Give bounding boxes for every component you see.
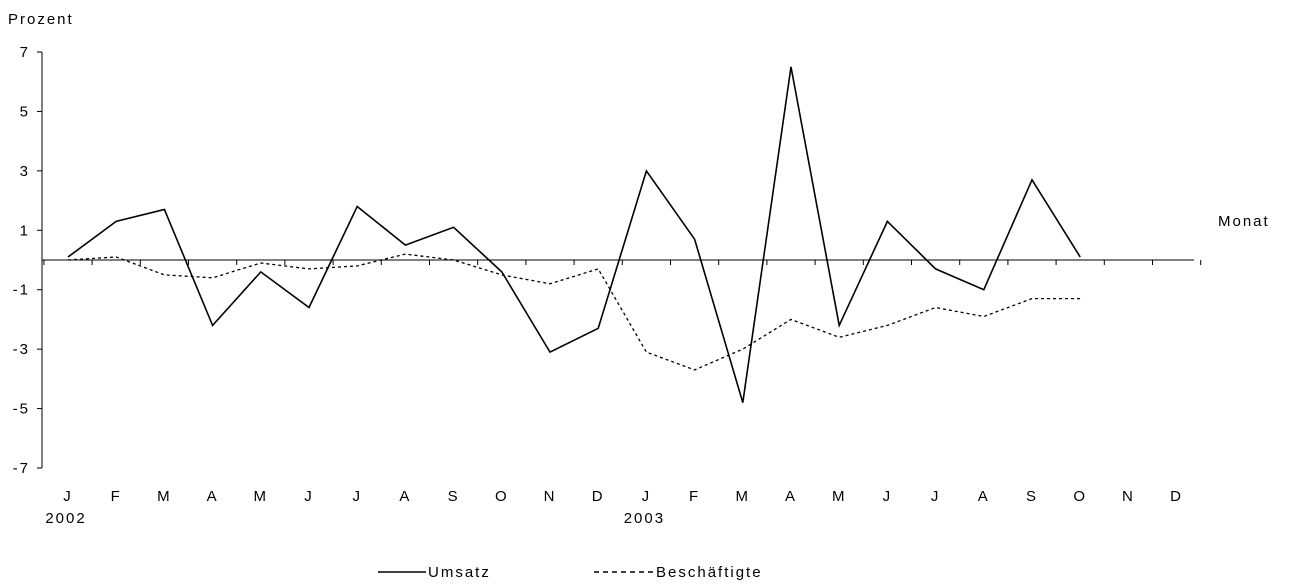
y-tick-label: -5: [13, 401, 30, 418]
x-year-label: 2002: [45, 510, 86, 527]
y-tick-label: 3: [20, 163, 30, 180]
legend-label: Umsatz: [428, 564, 491, 581]
x-axis-ticks: J F M A M J J A S O N D J F M A M J J A S O N D 2002 2003: [43, 260, 1202, 527]
legend: Umsatz Beschäftigte: [378, 564, 763, 581]
x-tick-label: J: [304, 488, 314, 505]
x-tick-label: S: [448, 488, 460, 505]
x-tick-label: S: [1026, 488, 1038, 505]
x-tick-label: J: [642, 488, 652, 505]
y-tick-label: -1: [13, 282, 30, 299]
x-year-label: 2003: [624, 510, 665, 527]
x-tick-label: J: [63, 488, 73, 505]
x-tick-label: O: [1073, 488, 1087, 505]
x-tick-label: M: [157, 488, 172, 505]
y-tick-label: 5: [20, 103, 30, 120]
x-tick-label: J: [883, 488, 893, 505]
x-tick-label: M: [254, 488, 269, 505]
x-tick-label: A: [785, 488, 797, 505]
x-axis-title: Monat: [1218, 213, 1270, 230]
x-tick-label: N: [1122, 488, 1135, 505]
x-tick-label: O: [495, 488, 509, 505]
y-tick-label: 7: [20, 44, 30, 61]
y-axis-ticks: 7 5 3 1 -1 -3 -5 -7: [13, 44, 42, 477]
x-tick-label: D: [592, 488, 605, 505]
series-line-umsatz: [67, 66, 1081, 403]
series-lines: [67, 66, 1081, 403]
axes: [41, 52, 1194, 468]
x-tick-label: F: [689, 488, 700, 505]
x-tick-label: J: [352, 488, 362, 505]
y-tick-label: -7: [13, 460, 30, 477]
y-axis-title: Prozent: [8, 11, 74, 28]
x-tick-label: A: [978, 488, 990, 505]
x-tick-label: M: [736, 488, 751, 505]
x-tick-label: N: [544, 488, 557, 505]
y-tick-label: -3: [13, 341, 30, 358]
x-tick-label: F: [111, 488, 122, 505]
x-tick-label: J: [931, 488, 941, 505]
x-tick-label: A: [207, 488, 219, 505]
legend-label: Beschäftigte: [656, 564, 763, 581]
x-tick-label: A: [399, 488, 411, 505]
x-tick-label: M: [832, 488, 847, 505]
y-tick-label: 1: [20, 222, 30, 239]
series-line-beschaeftigte: [67, 253, 1081, 371]
x-tick-label: D: [1170, 488, 1183, 505]
